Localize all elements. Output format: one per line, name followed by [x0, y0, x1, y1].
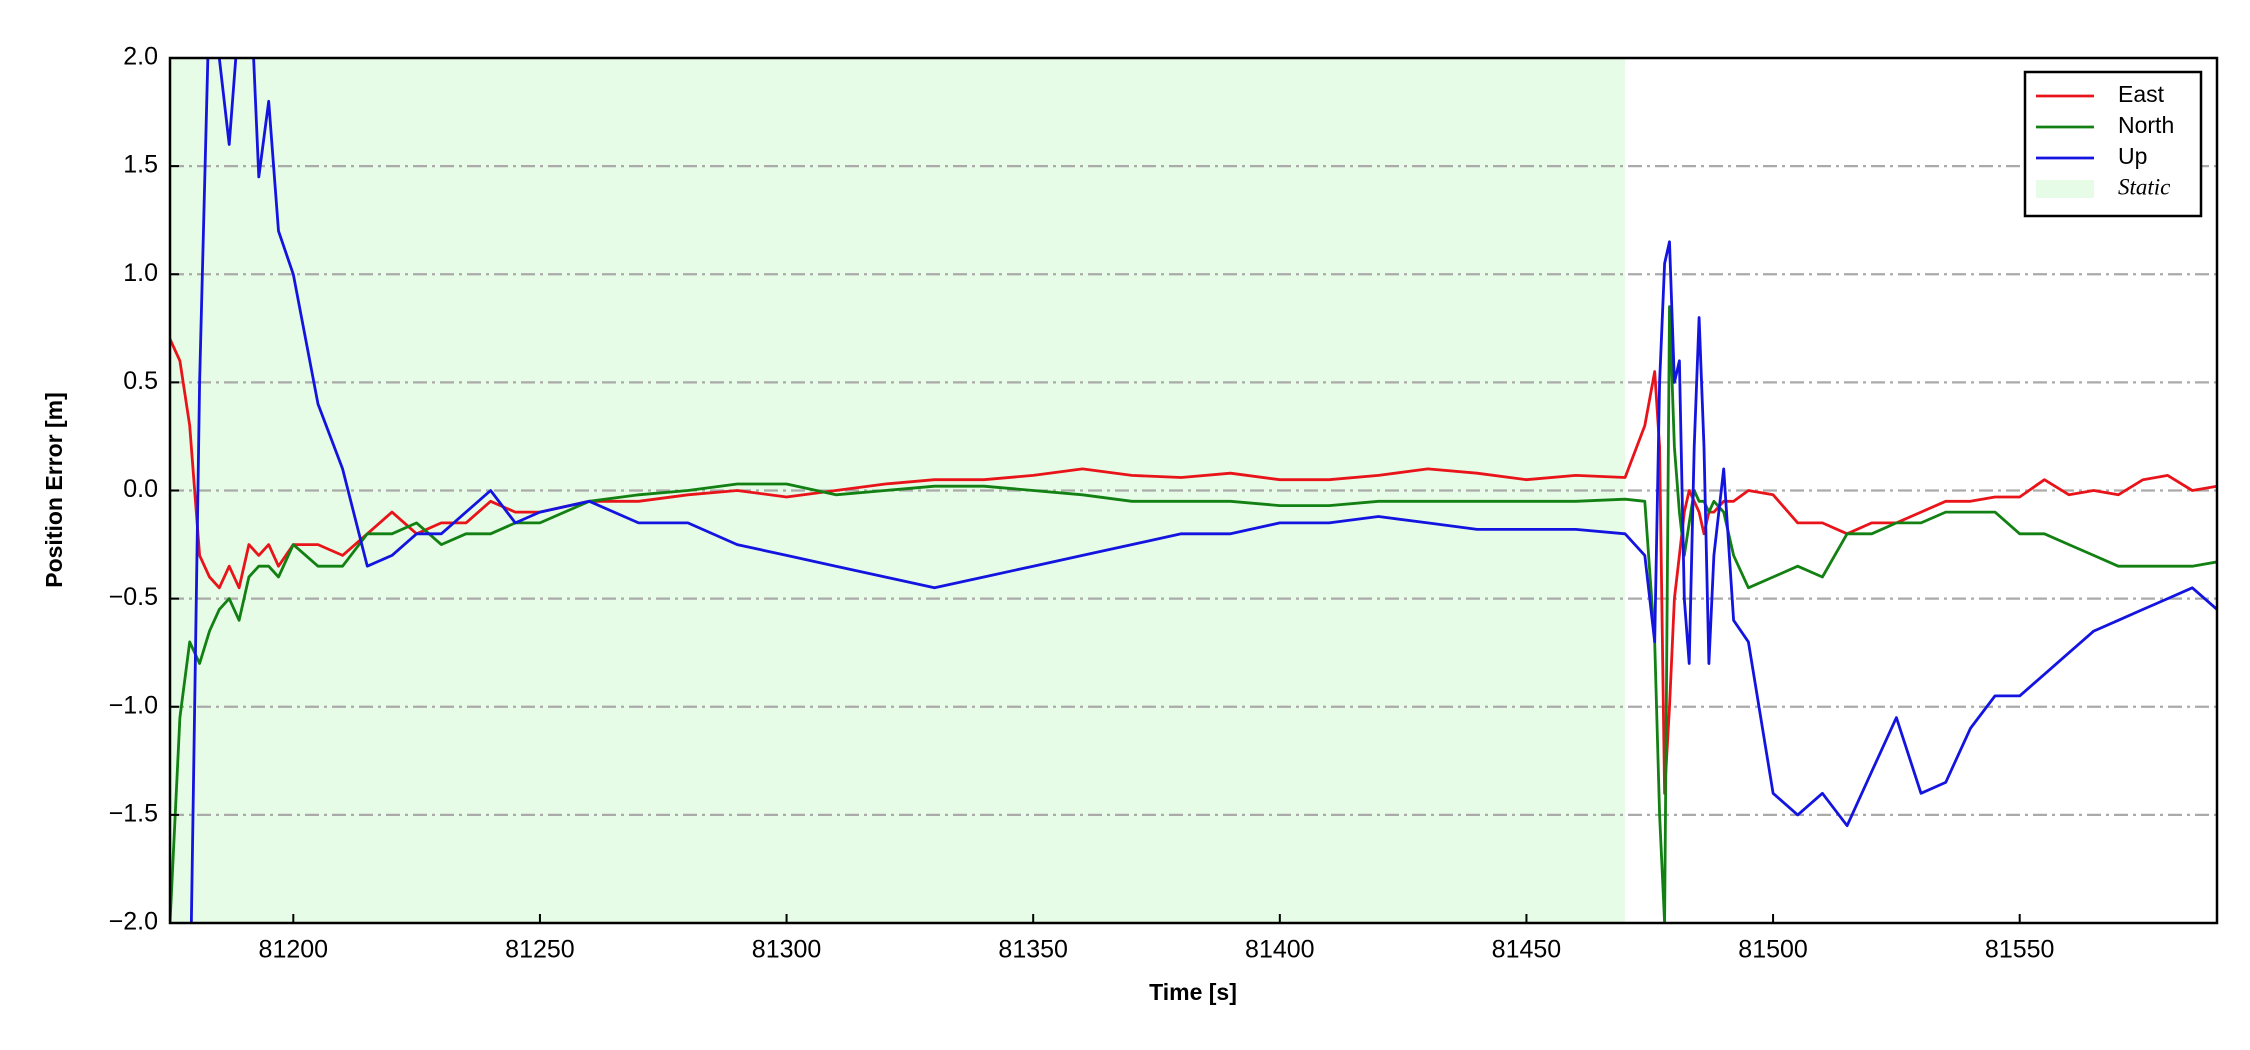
legend-label: North — [2118, 112, 2174, 138]
legend-swatch — [2036, 180, 2094, 198]
y-tick-label: −1.0 — [109, 691, 158, 719]
tick-layer: −2.0 −1.5 −1.0 −0.5 0.0 0.5 1.0 1.5 2.0 81200 8125… — [109, 43, 2055, 964]
grid-layer — [170, 165, 2217, 816]
y-tick-label: 2.0 — [123, 43, 158, 71]
x-tick-label: 81450 — [1492, 936, 1562, 964]
y-tick-label: −2.0 — [109, 908, 158, 936]
y-tick-label: 1.5 — [123, 151, 158, 179]
x-tick-label: 81400 — [1245, 936, 1315, 964]
legend-label: Up — [2118, 143, 2147, 169]
x-tick-label: 81550 — [1985, 936, 2055, 964]
x-tick-label: 81350 — [998, 936, 1068, 964]
x-tick-label: 81200 — [259, 936, 329, 964]
y-tick-label: −0.5 — [109, 583, 158, 611]
legend-label: Static — [2118, 174, 2170, 199]
x-tick-label: 81250 — [505, 936, 575, 964]
y-tick-label: 0.5 — [123, 367, 158, 395]
x-tick-label: 81500 — [1738, 936, 1808, 964]
legend: East North Up Static — [2023, 70, 2203, 218]
line-layer — [170, 58, 2217, 923]
y-tick-label: 0.0 — [123, 475, 158, 503]
y-tick-label: −1.5 — [109, 799, 158, 827]
series-line — [170, 58, 2217, 923]
y-tick-label: 1.0 — [123, 259, 158, 287]
legend-label: East — [2118, 81, 2165, 107]
series-line — [170, 338, 2217, 795]
x-axis-title: Time [s] — [1149, 979, 1237, 1005]
series-line — [170, 305, 2217, 923]
y-axis-title: Position Error [m] — [41, 392, 67, 588]
x-tick-label: 81300 — [752, 936, 822, 964]
